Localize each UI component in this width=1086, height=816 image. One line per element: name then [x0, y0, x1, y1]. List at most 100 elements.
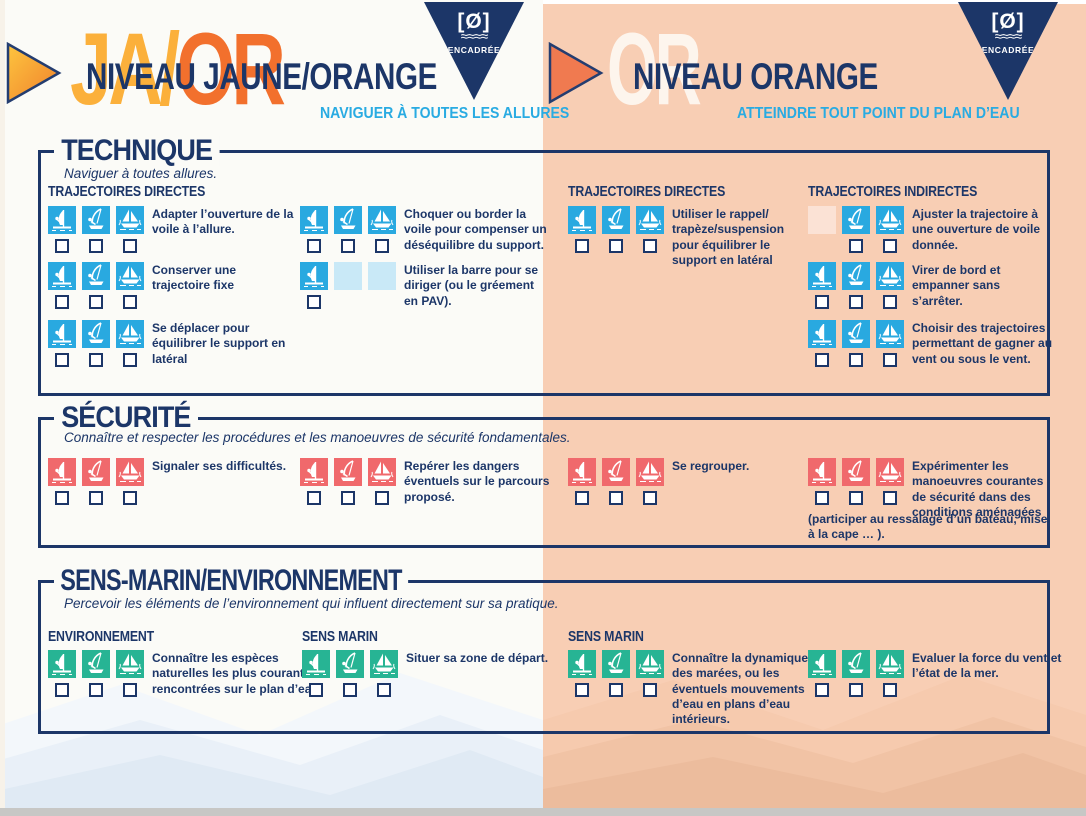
section-description-securite: Connaître et respecter les procédures et…	[64, 430, 571, 445]
level-code-watermark: OR	[607, 12, 702, 126]
skill-item: Signaler ses difficultés.	[48, 458, 286, 505]
skill-checkbox[interactable]	[89, 683, 103, 697]
dinghy-icon	[602, 206, 630, 234]
skill-checkbox[interactable]	[123, 683, 137, 697]
skill-checkbox[interactable]	[123, 491, 137, 505]
skill-item: Virer de bord et empanner sans s’arrêter…	[808, 262, 1000, 309]
skill-checkbox[interactable]	[849, 491, 863, 505]
sailboat-icon	[368, 458, 396, 486]
skill-text: Situer sa zone de départ.	[406, 651, 549, 665]
skill-item: Choquer ou border la voile pour compense…	[300, 206, 547, 253]
skill-checkbox[interactable]	[55, 239, 69, 253]
skill-text: Repérer les dangers éventuels sur le par…	[404, 459, 550, 504]
skill-checkbox[interactable]	[123, 295, 137, 309]
skill-checkbox[interactable]	[89, 239, 103, 253]
level-arrow-icon	[548, 42, 604, 104]
skill-item: Adapter l’ouverture de la voile à l’allu…	[48, 206, 293, 253]
skill-text: Evaluer la force du vent et l’état de la…	[912, 651, 1062, 681]
skill-checkbox[interactable]	[55, 295, 69, 309]
icon-placeholder	[368, 262, 396, 290]
dinghy-icon	[602, 650, 630, 678]
skill-checkbox[interactable]	[89, 295, 103, 309]
skill-text: Choquer ou border la voile pour compense…	[404, 207, 547, 252]
skill-checkbox[interactable]	[609, 683, 623, 697]
skill-checkbox[interactable]	[307, 295, 321, 309]
skill-checkbox[interactable]	[849, 683, 863, 697]
skill-checkbox[interactable]	[849, 295, 863, 309]
skill-checkbox[interactable]	[643, 239, 657, 253]
sailboat-icon	[876, 650, 904, 678]
skill-checkbox[interactable]	[575, 239, 589, 253]
sailboat-icon	[116, 458, 144, 486]
skill-checkbox[interactable]	[123, 353, 137, 367]
skill-checkbox[interactable]	[123, 239, 137, 253]
skill-text: Conserver une trajectoire fixe	[152, 263, 237, 293]
skill-text: Utiliser le rappel/ trapèze/suspension p…	[672, 207, 785, 268]
skill-checkbox[interactable]	[815, 683, 829, 697]
subheading-trajectoires-indirectes: TRAJECTOIRES INDIRECTES	[808, 184, 978, 200]
windsurf-icon	[48, 320, 76, 348]
sailboat-icon	[116, 206, 144, 234]
sailboat-icon	[116, 650, 144, 678]
skill-checkbox[interactable]	[883, 295, 897, 309]
skill-checkbox[interactable]	[89, 491, 103, 505]
skill-checkbox[interactable]	[849, 239, 863, 253]
dinghy-icon	[842, 206, 870, 234]
sailboat-icon	[370, 650, 398, 678]
ffvoile-logo-icon: [Ø]	[457, 10, 491, 33]
skill-item: Ajuster la trajectoire à une ouverture d…	[808, 206, 1040, 253]
skill-checkbox[interactable]	[815, 295, 829, 309]
icon-placeholder	[808, 206, 836, 234]
section-description-technique: Naviguer à toutes allures.	[64, 166, 218, 181]
section-heading-sens-marin: SENS-MARIN/ENVIRONNEMENT	[54, 566, 408, 596]
skill-checkbox[interactable]	[849, 353, 863, 367]
waves-icon: ≈≈≈≈	[994, 28, 1023, 44]
skill-checkbox[interactable]	[55, 491, 69, 505]
section-description-sens-marin: Percevoir les éléments de l’environnemen…	[64, 596, 559, 611]
skill-checkbox[interactable]	[815, 491, 829, 505]
skill-item: Utiliser la barre pour se diriger (ou le…	[300, 262, 538, 309]
skill-checkbox[interactable]	[343, 683, 357, 697]
skill-checkbox[interactable]	[341, 491, 355, 505]
skill-checkbox[interactable]	[309, 683, 323, 697]
skill-checkbox[interactable]	[883, 491, 897, 505]
skill-checkbox[interactable]	[341, 239, 355, 253]
skill-item: Utiliser le rappel/ trapèze/suspension p…	[568, 206, 784, 267]
skill-checkbox[interactable]	[55, 353, 69, 367]
dinghy-icon	[842, 262, 870, 290]
skill-checkbox[interactable]	[815, 353, 829, 367]
dinghy-icon	[334, 458, 362, 486]
skill-checkbox[interactable]	[609, 491, 623, 505]
skill-checkbox[interactable]	[55, 683, 69, 697]
skill-checkbox[interactable]	[89, 353, 103, 367]
skill-item: Se déplacer pour équilibrer le support e…	[48, 320, 285, 367]
ffvoile-logo-icon: [Ø]	[991, 10, 1025, 33]
skill-text: Se déplacer pour équilibrer le support e…	[152, 321, 286, 366]
skill-checkbox[interactable]	[375, 491, 389, 505]
skill-checkbox[interactable]	[883, 239, 897, 253]
skill-item: Evaluer la force du vent et l’état de la…	[808, 650, 1061, 697]
skill-text: Choisir des trajectoires permettant de g…	[912, 321, 1053, 366]
code-yellow-part: JA/	[70, 12, 180, 126]
subheading-sens-marin-right: SENS MARIN	[568, 629, 644, 645]
skill-checkbox[interactable]	[307, 491, 321, 505]
skill-checkbox[interactable]	[575, 683, 589, 697]
sailboat-icon	[876, 262, 904, 290]
sailboat-icon	[116, 320, 144, 348]
skill-checkbox[interactable]	[643, 491, 657, 505]
page-edge-bottom	[0, 808, 1086, 816]
windsurf-icon	[302, 650, 330, 678]
level-arrow-icon	[6, 42, 62, 104]
skill-checkbox[interactable]	[883, 683, 897, 697]
skill-item: Expérimenter les manoeuvres courantes de…	[808, 458, 1047, 541]
section-securite-box	[38, 417, 1050, 548]
skill-checkbox[interactable]	[609, 239, 623, 253]
skill-checkbox[interactable]	[375, 239, 389, 253]
skill-checkbox[interactable]	[377, 683, 391, 697]
skill-checkbox[interactable]	[307, 239, 321, 253]
skill-checkbox[interactable]	[643, 683, 657, 697]
skill-checkbox[interactable]	[883, 353, 897, 367]
skill-item: Choisir des trajectoires permettant de g…	[808, 320, 1052, 367]
skill-checkbox[interactable]	[575, 491, 589, 505]
section-heading-securite: SÉCURITÉ	[54, 403, 198, 433]
